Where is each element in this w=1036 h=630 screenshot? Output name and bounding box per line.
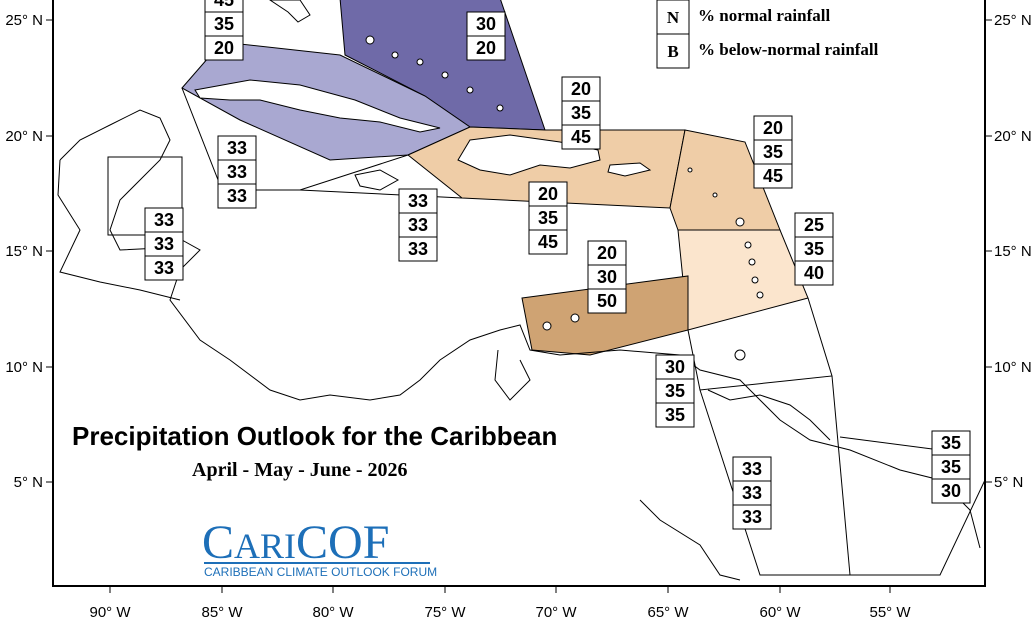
- prob-below: 45: [538, 232, 558, 252]
- lon-tick-label: 60° W: [759, 604, 801, 621]
- legend-key-normal: N: [667, 8, 680, 27]
- svg-text:CARICOF: CARICOF: [202, 516, 389, 569]
- prob-box-leeward-islands: 20 35 45: [753, 115, 793, 189]
- map-title: Precipitation Outlook for the Caribbean: [72, 421, 557, 451]
- prob-box-jamaica: 33 33 33: [398, 188, 438, 262]
- prob-above: 20: [597, 243, 617, 263]
- zone-abc: [521, 275, 689, 356]
- prob-above: 33: [154, 210, 174, 230]
- prob-box-central-america: 33 33 33: [144, 207, 184, 281]
- lat-tick-label-left: 5° N: [14, 474, 43, 491]
- lat-tick-label-right: 10° N: [994, 359, 1032, 376]
- prob-normal: 35: [571, 103, 591, 123]
- coastlines: [57, 0, 981, 581]
- lon-tick-label: 75° W: [424, 604, 466, 621]
- prob-box-trinidad-region: 30 35 35: [655, 354, 695, 428]
- lat-tick-label-left: 10° N: [5, 359, 43, 376]
- prob-box-suriname-french-guiana: 35 35 30: [931, 430, 971, 504]
- prob-below: 20: [214, 38, 234, 58]
- lon-tick-label: 90° W: [89, 604, 131, 621]
- prob-box-cuba: 45 35 20: [204, 0, 244, 61]
- lat-tick-label-left: 20° N: [5, 128, 43, 145]
- prob-below: 33: [154, 258, 174, 278]
- caricof-logo: CARICOF CARIBBEAN CLIMATE OUTLOOK FORUM: [202, 516, 437, 579]
- legend-text-normal: % normal rainfall: [698, 6, 830, 25]
- prob-below: 45: [763, 166, 783, 186]
- prob-normal: 33: [742, 483, 762, 503]
- lat-tick-label-right: 5° N: [994, 474, 1023, 491]
- lon-tick-label: 85° W: [201, 604, 243, 621]
- prob-below: 40: [804, 263, 824, 283]
- prob-below: 33: [408, 239, 428, 259]
- probability-boxes: 3020453520333333333333333333203545203545…: [144, 0, 971, 530]
- prob-normal: 35: [763, 142, 783, 162]
- prob-below: 45: [571, 127, 591, 147]
- prob-box-hispaniola-north: 20 35 45: [561, 76, 601, 150]
- prob-box-guyana: 33 33 33: [732, 456, 772, 530]
- legend-key-below: B: [667, 42, 678, 61]
- prob-above: 33: [742, 459, 762, 479]
- lat-axis-left: 25° N 20° N 15° N 10° N 5° N: [5, 12, 53, 491]
- prob-normal: 35: [214, 14, 234, 34]
- lon-tick-label: 55° W: [869, 604, 911, 621]
- prob-above: 35: [941, 433, 961, 453]
- prob-normal: 35: [941, 457, 961, 477]
- prob-above: 30: [665, 357, 685, 377]
- prob-above: 45: [214, 0, 234, 10]
- lat-tick-label-right: 25° N: [994, 12, 1032, 29]
- prob-normal: 33: [154, 234, 174, 254]
- prob-normal: 30: [597, 267, 617, 287]
- lon-tick-label: 65° W: [647, 604, 689, 621]
- prob-normal: 35: [665, 381, 685, 401]
- prob-below: 20: [476, 38, 496, 58]
- prob-normal: 35: [804, 239, 824, 259]
- lat-tick-label-right: 20° N: [994, 128, 1032, 145]
- legend: N % normal rainfall B % below-normal rai…: [656, 0, 879, 69]
- prob-above: 20: [571, 79, 591, 99]
- prob-normal: 33: [227, 162, 247, 182]
- legend-text-below: % below-normal rainfall: [698, 40, 879, 59]
- map-subtitle: April - May - June - 2026: [192, 459, 408, 481]
- islands: [365, 35, 764, 361]
- lon-tick-label: 80° W: [312, 604, 354, 621]
- lon-tick-label: 70° W: [535, 604, 577, 621]
- prob-below: 30: [941, 481, 961, 501]
- lat-tick-label-right: 15° N: [994, 243, 1032, 260]
- prob-above: 20: [763, 118, 783, 138]
- prob-below: 33: [227, 186, 247, 206]
- prob-normal: 33: [408, 215, 428, 235]
- prob-box-belize-region: 33 33 33: [217, 135, 257, 209]
- prob-above: 33: [227, 138, 247, 158]
- lat-axis-right: 25° N 20° N 15° N 10° N 5° N: [985, 12, 1032, 491]
- prob-below: 50: [597, 291, 617, 311]
- prob-below: 35: [665, 405, 685, 425]
- prob-normal: 30: [476, 14, 496, 34]
- lat-tick-label-left: 15° N: [5, 243, 43, 260]
- lat-tick-label-left: 25° N: [5, 12, 43, 29]
- prob-box-abc-islands: 20 30 50: [587, 240, 627, 314]
- logo-tagline: CARIBBEAN CLIMATE OUTLOOK FORUM: [204, 565, 437, 579]
- prob-box-windward-islands: 25 35 40: [794, 212, 834, 286]
- prob-above: 20: [538, 184, 558, 204]
- lon-axis: 90° W 85° W 80° W 75° W 70° W 65° W 60° W 55° W: [89, 586, 911, 621]
- prob-above: 33: [408, 191, 428, 211]
- prob-above: 25: [804, 215, 824, 235]
- prob-below: 33: [742, 507, 762, 527]
- prob-box-hispaniola-south: 20 35 45: [528, 181, 568, 255]
- prob-normal: 35: [538, 208, 558, 228]
